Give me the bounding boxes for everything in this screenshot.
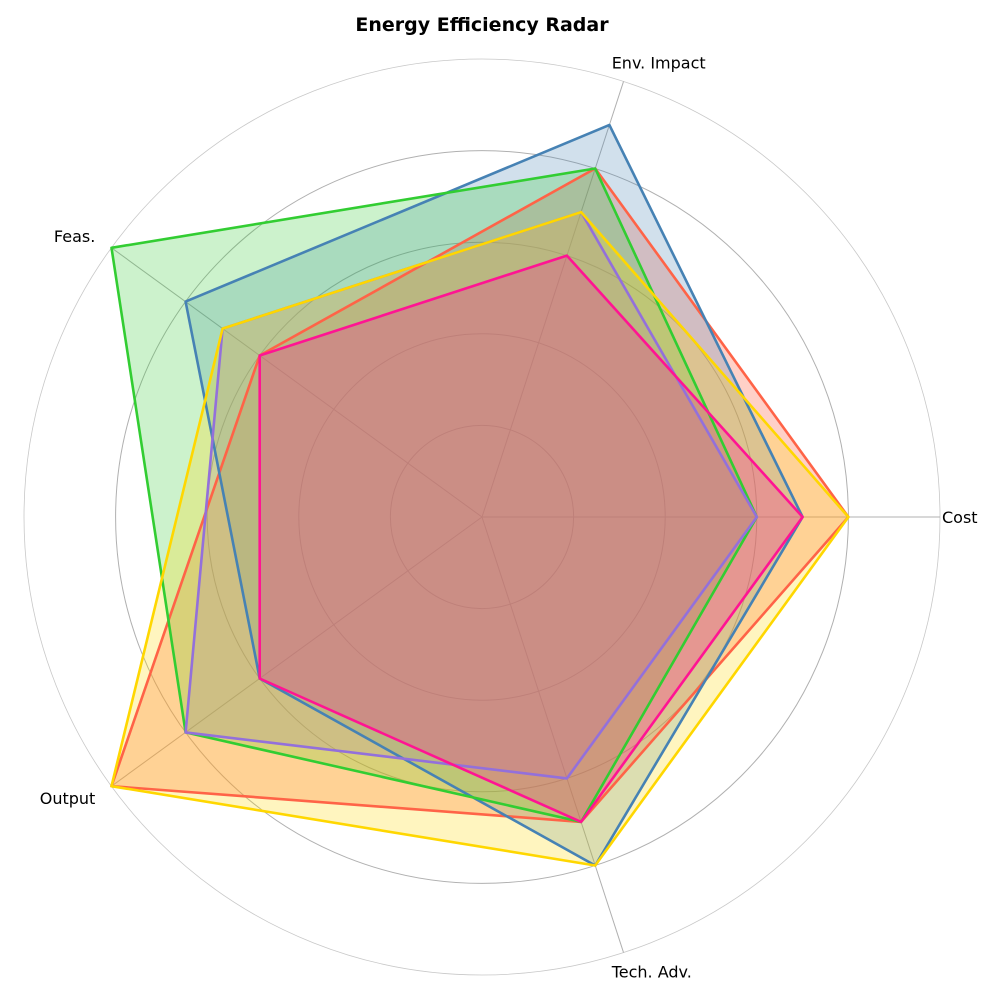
series-3-area [111, 168, 757, 822]
radar-series-group [110, 123, 850, 867]
axis-label-4: Output [40, 789, 96, 808]
series-5-line [110, 210, 850, 867]
series-1-line [110, 167, 850, 824]
axis-label-3: Feas. [54, 227, 95, 246]
series-6-area [259, 255, 803, 822]
series-1-area [111, 168, 849, 822]
grid-spoke-3 [111, 247, 483, 518]
axis-label-1: Cost [942, 508, 978, 527]
series-5-area [111, 212, 849, 866]
grid-spoke-2 [481, 81, 625, 518]
series-6-line [258, 254, 804, 824]
axis-label-2: Env. Impact [612, 53, 706, 72]
series-3-line [110, 167, 759, 824]
grid-spoke-5 [481, 516, 625, 953]
chart-title: Energy Efficiency Radar [355, 14, 609, 36]
series-2-line [184, 123, 804, 867]
series-4-line [184, 210, 759, 780]
series-4-area [185, 212, 757, 779]
axis-labels: Cost Env. Impact Feas. Output Tech. Adv. [40, 53, 978, 981]
axis-label-5: Tech. Adv. [611, 963, 692, 982]
grid-spoke-4 [111, 516, 483, 787]
